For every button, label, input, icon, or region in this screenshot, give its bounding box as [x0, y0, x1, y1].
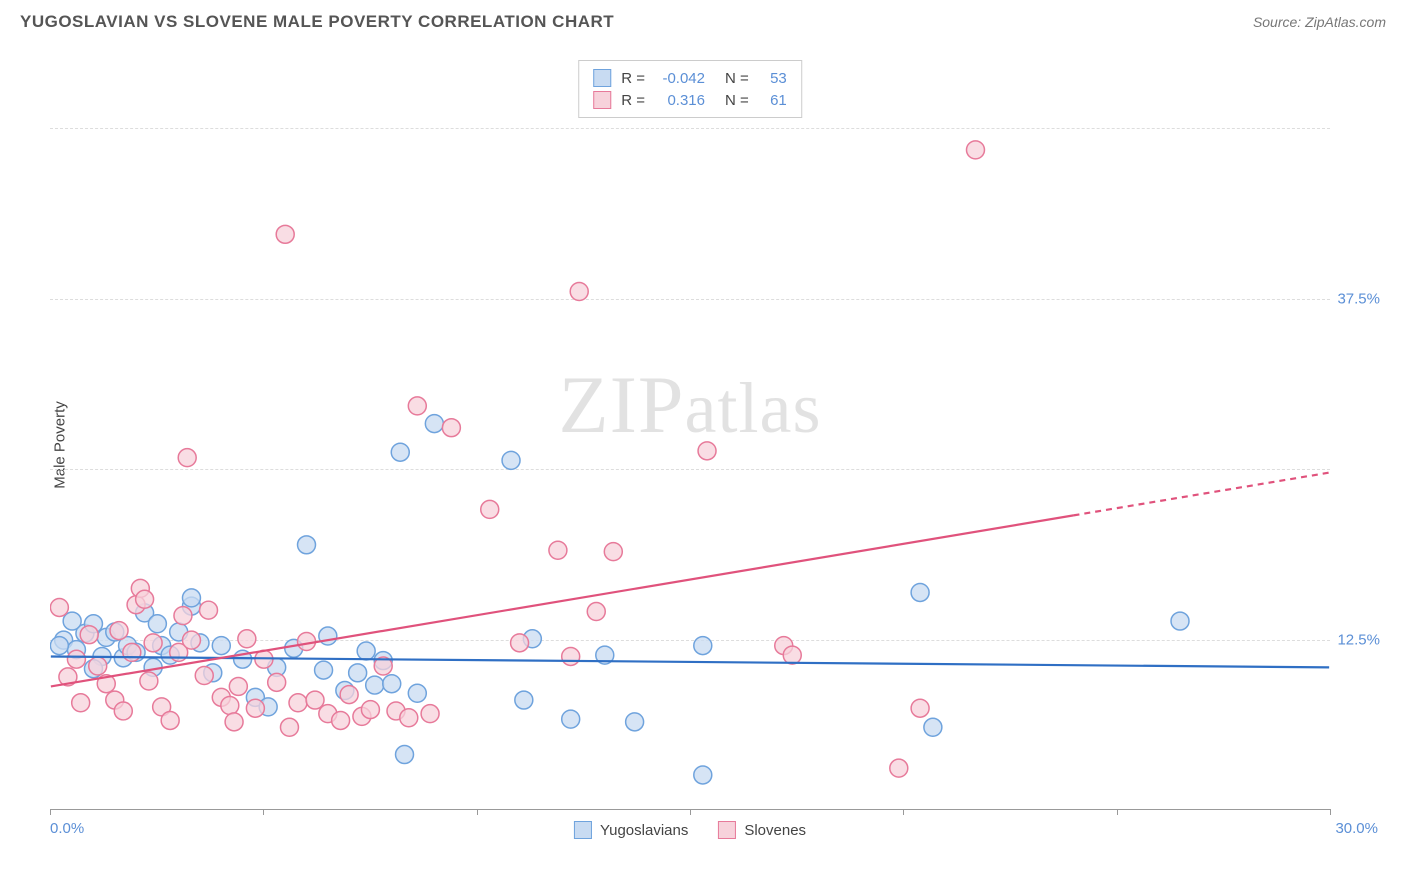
x-tick: [690, 809, 691, 815]
x-tick: [903, 809, 904, 815]
swatch-slovenes: [593, 91, 611, 109]
legend-item-yugoslavians: Yugoslavians: [574, 821, 688, 839]
chart-title: YUGOSLAVIAN VS SLOVENE MALE POVERTY CORR…: [20, 12, 614, 32]
swatch-slovenes: [718, 821, 736, 839]
swatch-yugoslavians: [593, 69, 611, 87]
y-tick-label: 12.5%: [1337, 631, 1380, 648]
x-tick-label: 30.0%: [1335, 820, 1378, 837]
trend-lines-layer: [50, 60, 1330, 809]
x-tick: [50, 809, 51, 815]
correlation-legend: R = -0.042 N = 53 R = 0.316 N = 61: [578, 60, 802, 118]
swatch-yugoslavians: [574, 821, 592, 839]
source-attribution: Source: ZipAtlas.com: [1253, 14, 1386, 30]
legend-row-slovenes: R = 0.316 N = 61: [593, 89, 787, 111]
legend-item-slovenes: Slovenes: [718, 821, 806, 839]
x-tick: [263, 809, 264, 815]
y-tick-label: 37.5%: [1337, 290, 1380, 307]
series-legend: Yugoslavians Slovenes: [574, 821, 806, 839]
plot-area: ZIPatlas R = -0.042 N = 53 R = 0.316 N =…: [50, 60, 1330, 810]
x-tick: [1330, 809, 1331, 815]
trend-line-extrapolated: [1073, 473, 1329, 516]
x-tick: [477, 809, 478, 815]
x-tick-label: 0.0%: [50, 820, 84, 837]
x-tick: [1117, 809, 1118, 815]
legend-row-yugoslavians: R = -0.042 N = 53: [593, 67, 787, 89]
chart-container: Male Poverty ZIPatlas R = -0.042 N = 53 …: [50, 50, 1380, 840]
trend-line: [51, 656, 1329, 667]
